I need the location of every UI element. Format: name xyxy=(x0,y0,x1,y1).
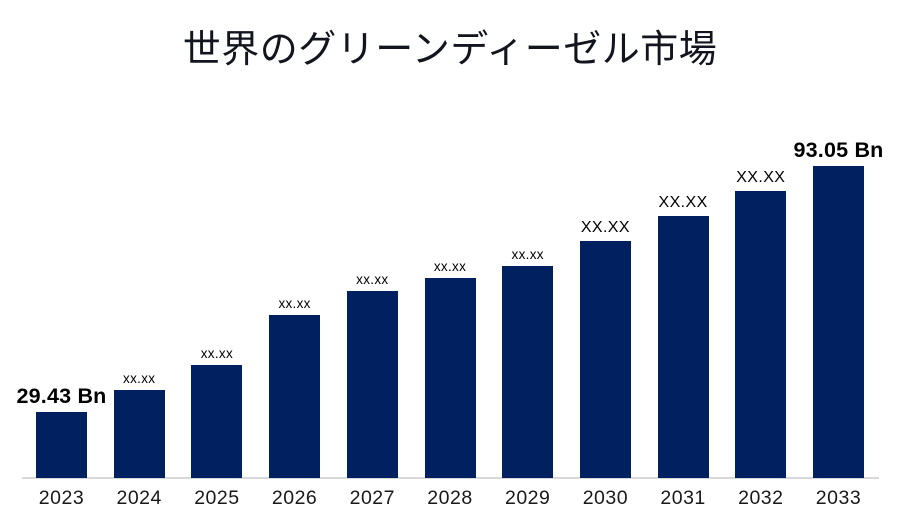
bar-value-label-2028: xx.xx xyxy=(433,258,467,274)
bar-2024 xyxy=(113,390,165,478)
bar-value-label-2025: xx.xx xyxy=(200,345,234,361)
bar-2033 xyxy=(813,166,864,478)
bar-value-label-2029: xx.xx xyxy=(511,246,544,262)
bar-value-label-2032: XX.XX xyxy=(736,169,786,186)
x-axis-label-2026: 2026 xyxy=(271,487,318,509)
bar-2027 xyxy=(346,291,398,478)
x-axis-label-2028: 2028 xyxy=(427,487,473,509)
x-axis-label-2027: 2027 xyxy=(349,487,395,509)
x-axis-line xyxy=(22,477,879,479)
chart-title: 世界のグリーンディーゼル市場 xyxy=(182,29,718,71)
x-axis-label-2024: 2024 xyxy=(116,487,162,509)
bar-2032 xyxy=(735,191,787,478)
bar-2030 xyxy=(579,241,631,478)
bar-2025 xyxy=(191,365,243,478)
bar-value-label-2023: 29.43 Bn xyxy=(16,383,107,408)
bar-value-label-2024: xx.xx xyxy=(123,370,156,386)
x-axis-label-2025: 2025 xyxy=(194,487,240,509)
bar-value-label-2030: XX.XX xyxy=(580,219,630,236)
bar-value-label-2033: 93.05 Bn xyxy=(793,137,884,162)
bar-2031 xyxy=(657,216,709,478)
bar-2029 xyxy=(502,266,554,478)
bar-2023 xyxy=(36,412,87,478)
x-axis-label-2032: 2032 xyxy=(738,487,784,509)
x-axis-label-2030: 2030 xyxy=(582,487,629,509)
bar-2026 xyxy=(269,315,321,478)
bar-2028 xyxy=(424,278,476,478)
bar-value-label-2027: xx.xx xyxy=(356,271,389,287)
x-axis-label-2023: 2023 xyxy=(38,487,85,509)
x-axis-label-2031: 2031 xyxy=(660,487,706,509)
bar-value-label-2031: XX.XX xyxy=(658,194,708,211)
bar-value-label-2026: xx.xx xyxy=(278,295,311,311)
x-axis-label-2033: 2033 xyxy=(815,487,862,509)
x-axis-label-2029: 2029 xyxy=(504,487,551,509)
